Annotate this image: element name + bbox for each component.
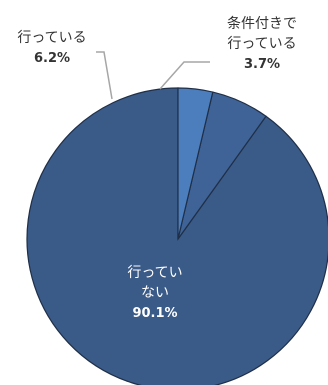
slice-label-0-line-1: ない [141,285,169,301]
leader-line-1 [96,51,113,100]
slice-value-label-0: 90.1% [132,306,177,321]
slice-label-2-line-0: 条件付きで [227,15,297,32]
leader-lines [96,51,210,100]
slice-label-1-line-0: 行っている [17,30,86,46]
pie-slice-2 [177,87,214,240]
pie-slices [26,87,328,385]
leader-line-2 [159,61,210,90]
slice-value-label-1: 6.2% [34,51,70,66]
slice-value-label-2: 3.7% [244,57,280,72]
slice-label-0-line-0: 行ってい [127,265,182,281]
slice-label-2-line-1: 行っている [227,36,296,52]
